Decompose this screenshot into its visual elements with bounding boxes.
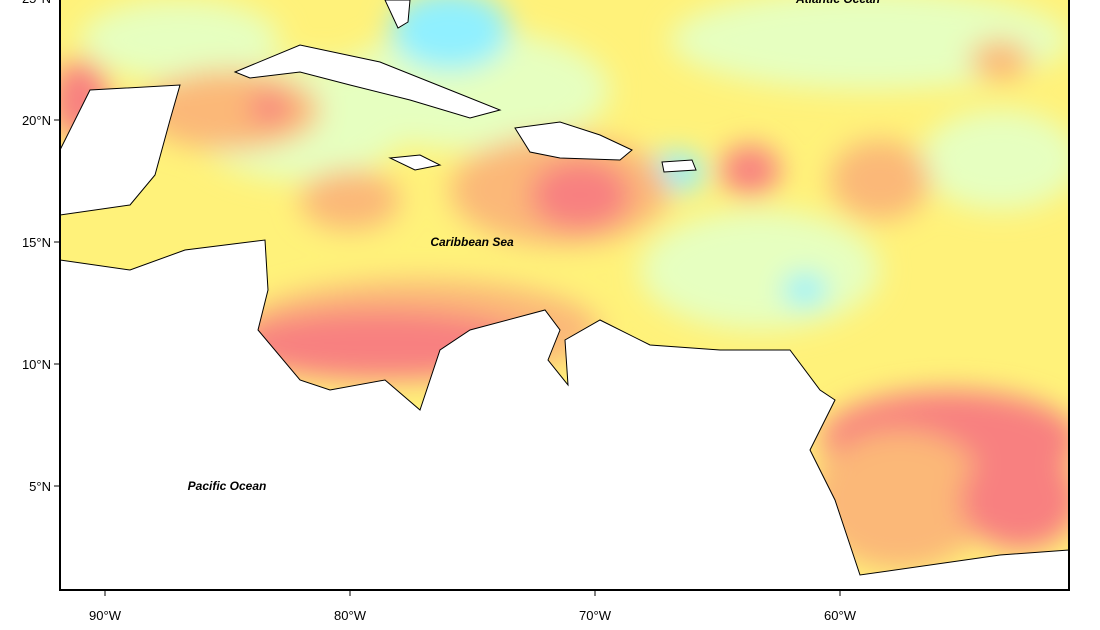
island-hispaniola: [514, 121, 633, 161]
lat-label: 20°N: [22, 113, 51, 128]
ocean-label: Atlantic Ocean: [795, 0, 880, 6]
lat-label: 10°N: [22, 357, 51, 372]
lon-label: 60°W: [824, 608, 857, 623]
island-florida: [384, 0, 411, 29]
ocean-label: Pacific Ocean: [188, 479, 267, 493]
island-jamaica: [388, 154, 442, 171]
island-cuba: [233, 44, 502, 119]
lon-label: 80°W: [334, 608, 367, 623]
lat-label: 5°N: [29, 479, 51, 494]
map-area: [60, 0, 1069, 590]
land-yucatan: [60, 84, 181, 216]
lon-label: 90°W: [89, 608, 122, 623]
ocean-label: Caribbean Sea: [430, 235, 514, 249]
labels: 25°N 20°N 15°N 10°N 5°N 90°W 80°W 70°W 60°W Atlan…: [22, 0, 880, 623]
lat-label: 25°N: [22, 0, 51, 6]
land-mainland: [60, 239, 1069, 590]
island-puerto-rico: [661, 159, 697, 173]
lat-label: 15°N: [22, 235, 51, 250]
frame: [59, 0, 1070, 591]
lon-label: 70°W: [579, 608, 612, 623]
